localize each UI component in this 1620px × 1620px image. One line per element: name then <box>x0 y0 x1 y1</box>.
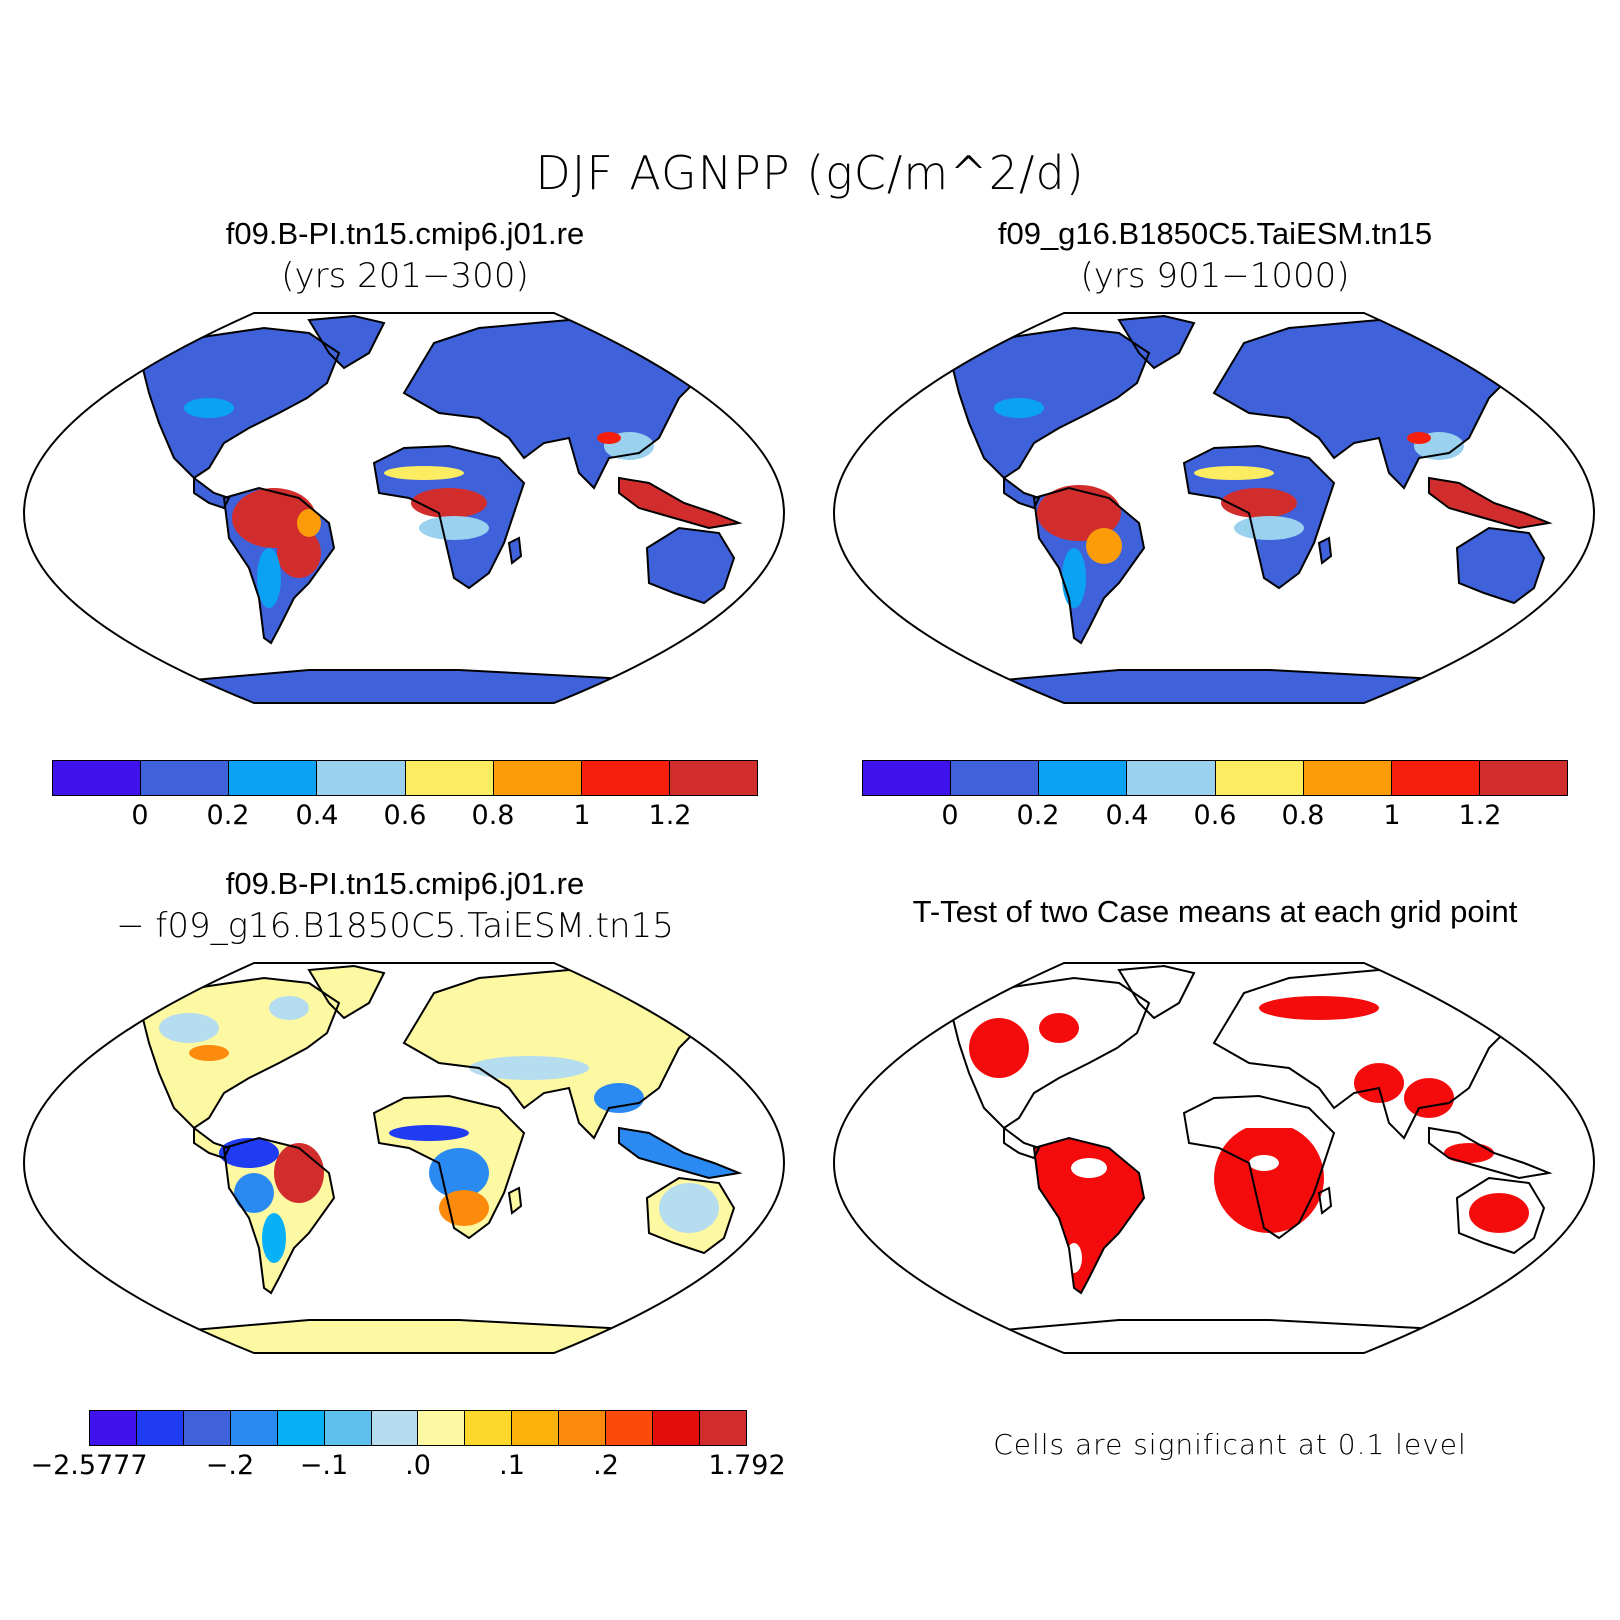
maritime-high <box>1429 478 1549 528</box>
coastlines <box>878 965 1550 1353</box>
colorbar-swatch <box>1303 761 1392 795</box>
colorbar-difference-tick: .0 <box>405 1450 431 1481</box>
colorbar-difference-tick: .1 <box>499 1450 525 1481</box>
colorbar-swatch <box>512 1411 560 1445</box>
map-panel-ttest <box>833 962 1595 1354</box>
colorbar-case2-tick: 0.6 <box>1193 800 1237 831</box>
land-fill <box>879 316 1549 703</box>
panel3-subtitle: − f09_g16.B1850C5.TaiESM.tn15 <box>116 906 674 946</box>
colorbar-swatch <box>669 761 757 795</box>
colorbar-case2-tick: 0.4 <box>1105 800 1149 831</box>
colorbar-swatch <box>465 1411 513 1445</box>
colorbar-case2-tick: 0.8 <box>1281 800 1325 831</box>
panel1-title: f09.B-PI.tn15.cmip6.j01.re <box>225 216 585 251</box>
colorbar-swatch <box>1479 761 1567 795</box>
colorbar-difference-tick: −.2 <box>205 1450 255 1481</box>
colorbar-difference <box>89 1410 747 1446</box>
land-fill <box>69 316 739 703</box>
map-border <box>833 962 1595 1354</box>
colorbar-case1-tick: 0.2 <box>206 800 250 831</box>
colorbar-swatch <box>606 1411 654 1445</box>
colorbar-difference-tick: −.1 <box>299 1450 349 1481</box>
colorbar-swatch <box>653 1411 700 1445</box>
colorbar-swatch <box>136 1411 184 1445</box>
panel3-title: f09.B-PI.tn15.cmip6.j01.re <box>225 866 585 901</box>
colorbar-case1 <box>52 760 758 796</box>
maritime-high <box>619 478 739 528</box>
colorbar-case1-tick: 0.8 <box>471 800 515 831</box>
colorbar-case1-tick: 1.2 <box>648 800 692 831</box>
main-title: DJF AGNPP (gC/m^2/d) <box>535 146 1085 200</box>
colorbar-case1-tick: 0.4 <box>295 800 339 831</box>
high-npp-regions <box>184 398 654 608</box>
colorbar-case2-tick: 0 <box>941 800 959 831</box>
colorbar-difference-tick: 1.792 <box>708 1450 786 1481</box>
colorbar-swatch <box>324 1411 372 1445</box>
colorbar-swatch <box>183 1411 231 1445</box>
colorbar-swatch <box>951 761 1040 795</box>
panel4-title: T-Test of two Case means at each grid po… <box>912 894 1518 929</box>
colorbar-case1-tick: 0 <box>131 800 149 831</box>
colorbar-swatch <box>559 1411 607 1445</box>
colorbar-swatch <box>405 761 494 795</box>
colorbar-swatch <box>1391 761 1480 795</box>
panel1-subtitle: (yrs 201−300) <box>281 256 529 296</box>
colorbar-case2-tick: 1.2 <box>1458 800 1502 831</box>
colorbar-swatch <box>1039 761 1128 795</box>
panel2-title: f09_g16.B1850C5.TaiESM.tn15 <box>997 216 1433 251</box>
colorbar-case1-tick: 1 <box>573 800 591 831</box>
colorbar-difference-tick: .2 <box>593 1450 619 1481</box>
colorbar-swatch <box>581 761 670 795</box>
colorbar-swatch <box>317 761 406 795</box>
map-panel-case2 <box>833 312 1595 704</box>
colorbar-swatch <box>230 1411 278 1445</box>
colorbar-swatch <box>371 1411 419 1445</box>
colorbar-case2 <box>862 760 1568 796</box>
colorbar-swatch <box>229 761 318 795</box>
ttest-note: Cells are significant at 0.1 level <box>993 1428 1467 1461</box>
colorbar-case1-tick: 0.6 <box>383 800 427 831</box>
map-border <box>833 312 1595 704</box>
map-panel-case1 <box>23 312 785 704</box>
colorbar-swatch <box>699 1411 746 1445</box>
colorbar-swatch <box>863 761 952 795</box>
colorbar-swatch <box>1215 761 1304 795</box>
map-border <box>23 962 785 1354</box>
colorbar-swatch <box>53 761 142 795</box>
colorbar-case2-tick: 1 <box>1383 800 1401 831</box>
map-border <box>23 312 785 704</box>
colorbar-case2-tick: 0.2 <box>1016 800 1060 831</box>
map-panel-difference <box>23 962 785 1354</box>
colorbar-swatch <box>493 761 582 795</box>
colorbar-swatch <box>1127 761 1216 795</box>
maritime-diff <box>619 1128 739 1178</box>
colorbar-swatch <box>90 1411 137 1445</box>
panel2-subtitle: (yrs 901−1000) <box>1080 256 1350 296</box>
colorbar-difference-tick: −2.5777 <box>30 1450 148 1481</box>
colorbar-swatch <box>141 761 230 795</box>
colorbar-swatch <box>277 1411 325 1445</box>
significant-regions <box>969 996 1529 1293</box>
colorbar-swatch <box>418 1411 466 1445</box>
